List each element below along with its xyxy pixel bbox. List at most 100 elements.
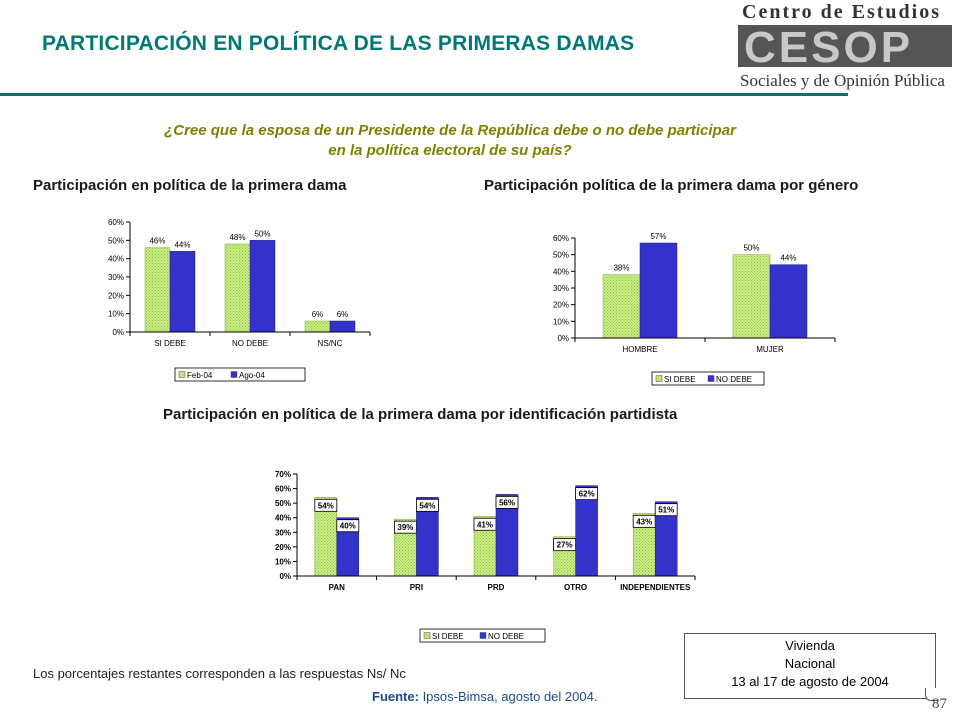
chart3-subtitle: Participación en política de la primera … bbox=[163, 406, 678, 423]
data-label: 46% bbox=[149, 237, 165, 246]
y-tick-label: 50% bbox=[553, 251, 569, 260]
data-label: 43% bbox=[636, 517, 652, 526]
legend-label: SI DEBE bbox=[432, 632, 464, 641]
box-corner-curl bbox=[925, 688, 938, 701]
x-tick-label: PRI bbox=[410, 583, 423, 592]
data-label: 48% bbox=[229, 233, 245, 242]
y-tick-label: 40% bbox=[108, 255, 124, 264]
legend-label: Feb-04 bbox=[187, 371, 213, 380]
x-tick-label: PRD bbox=[488, 583, 505, 592]
survey-type: Vivienda bbox=[785, 638, 835, 653]
x-tick-label: INDEPENDIENTES bbox=[620, 583, 691, 592]
chart-participation-party: 0% 10% 20% 30% 40% 50% 60% 70% 54% 40% PAN 39% 54% PR… bbox=[275, 470, 696, 643]
survey-scope: Nacional bbox=[784, 656, 836, 671]
data-label: 54% bbox=[419, 501, 435, 510]
y-tick-label: 30% bbox=[553, 284, 569, 293]
x-tick-label: OTRO bbox=[564, 583, 587, 592]
survey-dates: 13 al 17 de agosto de 2004 bbox=[731, 674, 889, 689]
legend-swatch bbox=[178, 371, 186, 378]
chart-participation-gender: 0% 10% 20% 30% 40% 50% 60% 38% 57% HOMBRE 50% 44% MU… bbox=[553, 232, 836, 386]
legend-box bbox=[174, 367, 306, 382]
survey-question: ¿Cree que la esposa de un Presidente de … bbox=[60, 121, 840, 161]
y-tick-label: 70% bbox=[275, 470, 291, 479]
question-line-2: en la política electoral de su país? bbox=[328, 142, 572, 159]
chart-participation-overall: 0% 10% 20% 30% 40% 50% 60% 46% 44% SI DEBE 48% 50% N… bbox=[108, 218, 371, 382]
legend-label: SI DEBE bbox=[664, 375, 696, 384]
data-label: 51% bbox=[658, 506, 674, 515]
chart1-subtitle: Participación en política de la primera … bbox=[33, 177, 347, 194]
y-tick-label: 20% bbox=[275, 543, 291, 552]
bar-si-debe-mujer bbox=[732, 254, 771, 339]
data-label-box bbox=[314, 498, 338, 512]
bar-feb-04-si-debe bbox=[144, 247, 171, 333]
x-tick-label: MUJER bbox=[756, 345, 784, 354]
y-tick-label: 60% bbox=[108, 218, 124, 227]
legend-label: Ago-04 bbox=[239, 371, 265, 380]
x-tick-label: PAN bbox=[329, 583, 346, 592]
legend-swatch bbox=[230, 371, 238, 378]
y-tick-label: 30% bbox=[108, 273, 124, 282]
legend-swatch bbox=[423, 632, 431, 639]
y-tick-label: 30% bbox=[275, 528, 291, 537]
bar-ago-04-si-debe bbox=[169, 251, 196, 333]
source-line: Fuente: Ipsos-Bimsa, agosto del 2004. bbox=[372, 689, 597, 704]
y-tick-label: 60% bbox=[553, 234, 569, 243]
question-line-1: ¿Cree que la esposa de un Presidente de … bbox=[164, 122, 736, 139]
legend-swatch bbox=[707, 375, 715, 382]
x-tick-label: SI DEBE bbox=[154, 339, 186, 348]
header-divider bbox=[0, 93, 848, 96]
logo-line1: Centro de Estudios bbox=[742, 1, 941, 23]
bar-feb-04-no-debe bbox=[224, 243, 251, 333]
y-tick-label: 10% bbox=[108, 310, 124, 319]
chart2-subtitle: Participación política de la primera dam… bbox=[484, 177, 859, 194]
data-label: 54% bbox=[318, 501, 334, 510]
data-label: 27% bbox=[557, 541, 573, 550]
chart-legend: SI DEBE NO DEBE bbox=[419, 628, 546, 643]
source-text: Ipsos-Bimsa, agosto del 2004. bbox=[418, 689, 598, 704]
y-tick-label: 10% bbox=[553, 317, 569, 326]
data-label: 44% bbox=[174, 240, 190, 249]
y-tick-label: 60% bbox=[275, 485, 291, 494]
y-tick-label: 0% bbox=[112, 328, 124, 337]
data-label: 50% bbox=[254, 229, 270, 238]
data-label-box bbox=[415, 498, 439, 512]
logo-word: CESOP bbox=[744, 23, 913, 72]
legend-swatch bbox=[655, 375, 663, 382]
y-tick-label: 0% bbox=[279, 572, 291, 581]
bar-ago-04-ns-nc bbox=[329, 320, 356, 333]
bar-feb-04-ns-nc bbox=[304, 320, 331, 333]
y-tick-label: 10% bbox=[275, 557, 291, 566]
source-label: Fuente: bbox=[372, 689, 419, 704]
y-tick-label: 50% bbox=[108, 236, 124, 245]
data-label: 56% bbox=[499, 498, 515, 507]
data-label: 44% bbox=[780, 254, 796, 263]
data-label: 6% bbox=[337, 310, 349, 319]
x-tick-label: NO DEBE bbox=[232, 339, 268, 348]
x-tick-label: NS/NC bbox=[318, 339, 343, 348]
y-tick-label: 40% bbox=[553, 267, 569, 276]
page-title: PARTICIPACIÓN EN POLÍTICA DE LAS PRIMERA… bbox=[42, 32, 635, 55]
bar-si-debe-hombre bbox=[602, 274, 641, 339]
survey-info-box: Vivienda Nacional 13 al 17 de agosto de … bbox=[684, 633, 936, 699]
x-tick-label: HOMBRE bbox=[622, 345, 657, 354]
data-label: 38% bbox=[613, 264, 629, 273]
logo-line2: Sociales y de Opinión Pública bbox=[740, 71, 945, 90]
data-label: 62% bbox=[579, 490, 595, 499]
chart-legend: Feb-04 Ago-04 bbox=[174, 367, 306, 382]
legend-swatch bbox=[479, 632, 487, 639]
data-label: 41% bbox=[477, 520, 493, 529]
data-label-box bbox=[495, 495, 519, 509]
data-label-box bbox=[654, 503, 678, 517]
bar-no-debe-mujer bbox=[769, 264, 808, 339]
data-label: 57% bbox=[650, 232, 666, 241]
data-label: 6% bbox=[312, 310, 324, 319]
y-tick-label: 40% bbox=[275, 514, 291, 523]
page-number: 87 bbox=[932, 696, 947, 712]
bar-no-debe-hombre bbox=[639, 242, 678, 339]
data-label-box bbox=[575, 487, 599, 501]
cesop-logo: Centro de Estudios CESOP Sociales y de O… bbox=[730, 0, 960, 100]
y-tick-label: 20% bbox=[553, 301, 569, 310]
y-tick-label: 50% bbox=[275, 499, 291, 508]
y-tick-label: 0% bbox=[557, 334, 569, 343]
y-tick-label: 20% bbox=[108, 291, 124, 300]
